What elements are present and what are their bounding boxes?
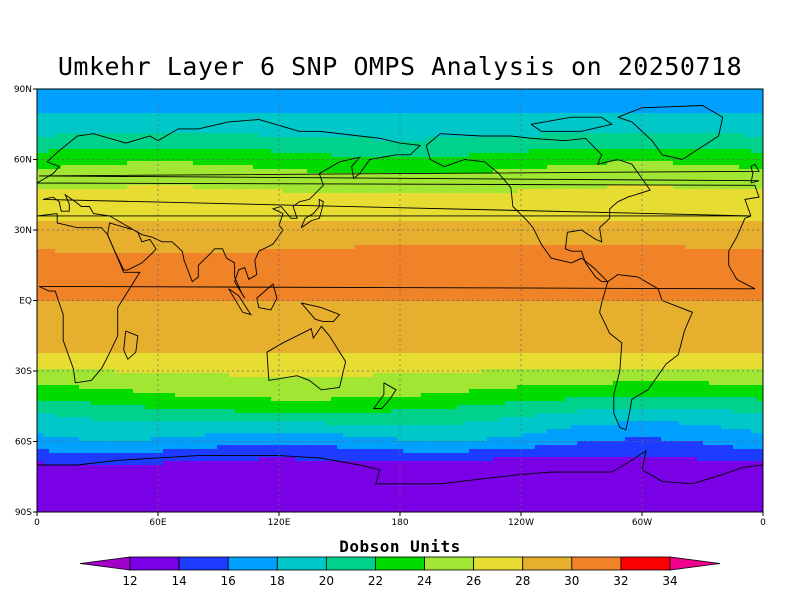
- colorbar-tick-label: 32: [613, 574, 628, 588]
- coastline-sumatra: [228, 288, 252, 316]
- colorbar-tick-label: 30: [564, 574, 579, 588]
- colorbar-tick-label: 24: [417, 574, 432, 588]
- y-tick-label: EQ: [19, 297, 32, 307]
- colorbar-swatch: [522, 556, 573, 571]
- y-tick-label: 60N: [14, 156, 32, 166]
- y-tick-label: 90S: [15, 508, 32, 518]
- colorbar-swatch: [227, 556, 278, 571]
- coastline-europe: [37, 119, 760, 299]
- coastline-borneo: [256, 283, 278, 311]
- colorbar-tick-label: 12: [122, 574, 137, 588]
- colorbar-tick-label: 16: [221, 574, 236, 588]
- colorbar-tick-label: 22: [368, 574, 383, 588]
- x-tick-label: 120W: [508, 518, 534, 528]
- y-tick-label: 30S: [15, 367, 32, 377]
- colorbar-swatch: [571, 556, 622, 571]
- coastline-britain: [38, 163, 760, 184]
- colorbar-title: Dobson Units: [339, 537, 461, 556]
- colorbar-swatch: [325, 556, 376, 571]
- coastline-madagascar: [123, 330, 139, 361]
- coastline-northamerica: [425, 133, 651, 283]
- x-tick-label: 60W: [632, 518, 652, 528]
- y-tick-label: 90N: [14, 85, 32, 95]
- colorbar-tick-label: 20: [319, 574, 334, 588]
- coastline-greenland: [617, 105, 724, 160]
- colorbar-swatch: [424, 556, 475, 571]
- colorbar-swatch: [620, 556, 671, 571]
- coastline-antarctica: [37, 449, 763, 485]
- x-tick-label: 120E: [268, 518, 291, 528]
- coastlines: [37, 105, 763, 485]
- axes: 90S 60S 30S EQ 30N 60N 90N 0 60E 120E 180 120W 60W 0: [14, 85, 766, 528]
- coastline-australia: [266, 325, 347, 391]
- colorbar-swatch: [129, 556, 180, 571]
- colorbar: 12 14 16 18 20 22 24 26 28 30 32 34: [79, 556, 721, 588]
- colorbar-tick-label: 14: [171, 574, 186, 588]
- coastline-newzealand: [372, 382, 397, 410]
- coastline-southamerica: [599, 274, 693, 431]
- coastline-arctic-islands: [530, 116, 613, 132]
- x-tick-label: 60E: [149, 518, 166, 528]
- x-tick-label: 0: [34, 518, 40, 528]
- colorbar-tick-label: 18: [270, 574, 285, 588]
- colorbar-tick-label: 28: [515, 574, 530, 588]
- colorbar-swatch: [276, 556, 327, 571]
- colorbar-swatch: [178, 556, 229, 571]
- colorbar-high-arrow: [669, 556, 721, 571]
- colorbar-tick-label: 26: [466, 574, 481, 588]
- x-tick-label: 180: [391, 518, 408, 528]
- y-tick-label: 30N: [14, 226, 32, 236]
- y-tick-label: 60S: [15, 438, 32, 448]
- map-title: Umkehr Layer 6 SNP OMPS Analysis on 2025…: [57, 52, 743, 81]
- coastline-newguinea: [300, 302, 341, 323]
- coastline-japan: [300, 198, 324, 229]
- colorbar-swatch: [375, 556, 425, 571]
- colorbar-tick-label: 34: [662, 574, 677, 588]
- grid-lines: [37, 89, 763, 512]
- x-tick-label: 0: [760, 518, 766, 528]
- ozone-bands: [37, 89, 763, 512]
- colorbar-low-arrow: [79, 556, 131, 571]
- colorbar-swatch: [473, 556, 524, 571]
